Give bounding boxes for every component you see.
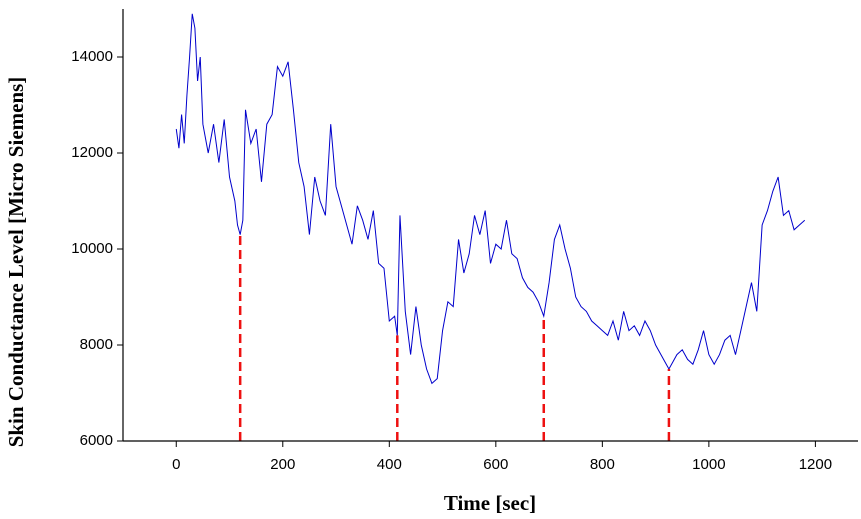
x-tick-label: 1000 [692,456,725,473]
x-axis-title: Time [sec] [444,491,536,515]
data-line [175,13,806,385]
y-tick-label: 14000 [71,48,113,65]
x-tick-label: 600 [483,456,508,473]
y-tick-label: 6000 [80,432,113,449]
y-axis-title: Skin Conductance Level [Micro Siemens] [4,77,28,448]
y-tick-label: 12000 [71,144,113,161]
x-tick-label: 1200 [799,456,832,473]
x-tick-label: 0 [172,456,180,473]
y-tick-label: 8000 [80,336,113,353]
x-tick-label: 400 [377,456,402,473]
x-tick-label: 200 [270,456,295,473]
x-tick-label: 800 [590,456,615,473]
y-tick-label: 10000 [71,240,113,257]
